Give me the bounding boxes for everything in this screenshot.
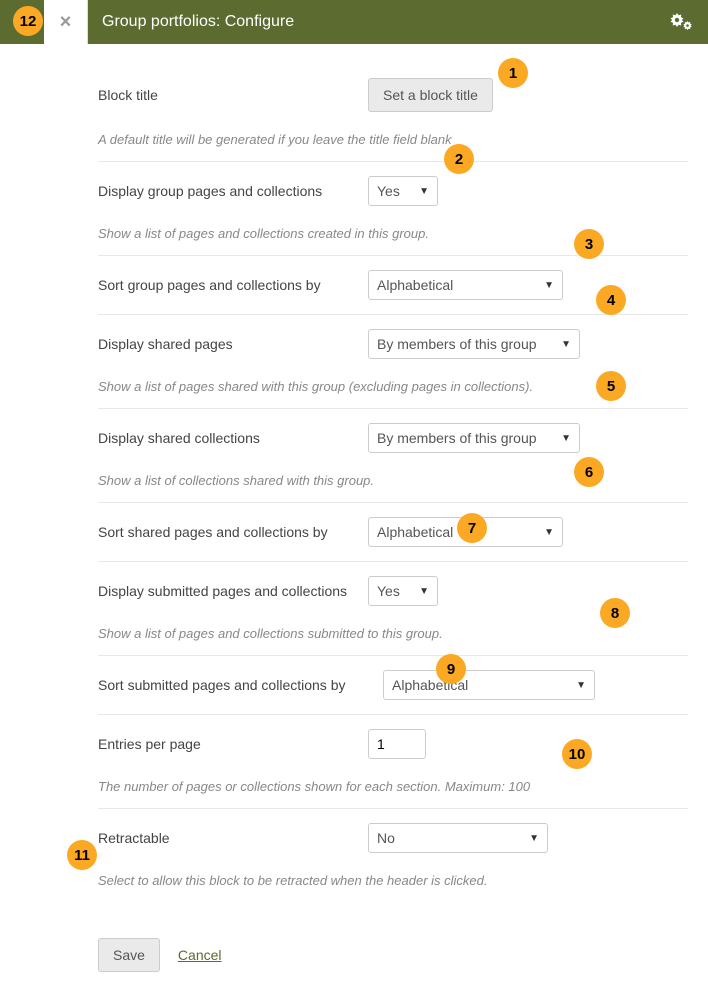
callout-7: 7 [457, 513, 487, 543]
entries-per-page-input[interactable] [368, 729, 426, 759]
chevron-down-icon: ▼ [419, 586, 429, 597]
row-sort-submitted: Sort submitted pages and collections by … [98, 656, 688, 715]
help-display-submitted: Show a list of pages and collections sub… [98, 626, 688, 641]
set-block-title-button[interactable]: Set a block title [368, 78, 493, 112]
row-entries-per-page: Entries per page The number of pages or … [98, 715, 688, 809]
callout-2: 2 [444, 144, 474, 174]
select-sort-submitted[interactable]: Alphabetical ▼ [383, 670, 595, 700]
select-display-shared-pages[interactable]: By members of this group ▼ [368, 329, 580, 359]
label-display-group: Display group pages and collections [98, 183, 358, 199]
help-block-title: A default title will be generated if you… [98, 132, 688, 147]
callout-11: 11 [67, 840, 97, 870]
chevron-down-icon: ▼ [544, 527, 554, 538]
select-value: Alphabetical [377, 524, 453, 540]
chevron-down-icon: ▼ [561, 339, 571, 350]
close-button[interactable]: × [44, 0, 88, 44]
label-sort-group: Sort group pages and collections by [98, 277, 358, 293]
row-display-shared-collections: Display shared collections By members of… [98, 409, 688, 503]
select-sort-group[interactable]: Alphabetical ▼ [368, 270, 563, 300]
help-retractable: Select to allow this block to be retract… [98, 873, 688, 888]
callout-5: 5 [596, 371, 626, 401]
select-retractable[interactable]: No ▼ [368, 823, 548, 853]
callout-3: 3 [574, 229, 604, 259]
select-display-shared-collections[interactable]: By members of this group ▼ [368, 423, 580, 453]
help-entries-per-page: The number of pages or collections shown… [98, 779, 688, 794]
modal-title: Group portfolios: Configure [88, 13, 668, 31]
select-value: Yes [377, 583, 400, 599]
close-icon: × [60, 11, 72, 34]
select-value: Yes [377, 183, 400, 199]
callout-12: 12 [13, 6, 43, 36]
label-sort-shared: Sort shared pages and collections by [98, 524, 358, 540]
row-retractable: Retractable No ▼ Select to allow this bl… [98, 809, 688, 902]
select-value: Alphabetical [377, 277, 453, 293]
label-block-title: Block title [98, 87, 358, 103]
chevron-down-icon: ▼ [544, 280, 554, 291]
callout-8: 8 [600, 598, 630, 628]
label-display-shared-pages: Display shared pages [98, 336, 358, 352]
save-button[interactable]: Save [98, 938, 160, 972]
select-value: By members of this group [377, 336, 537, 352]
row-sort-shared: Sort shared pages and collections by Alp… [98, 503, 688, 562]
select-display-group[interactable]: Yes ▼ [368, 176, 438, 206]
form-body: Block title Set a block title A default … [0, 44, 708, 922]
select-display-submitted[interactable]: Yes ▼ [368, 576, 438, 606]
select-value: By members of this group [377, 430, 537, 446]
callout-1: 1 [498, 58, 528, 88]
label-sort-submitted: Sort submitted pages and collections by [98, 677, 373, 693]
label-retractable: Retractable [98, 830, 358, 846]
chevron-down-icon: ▼ [576, 680, 586, 691]
select-value: No [377, 830, 395, 846]
callout-10: 10 [562, 739, 592, 769]
label-entries-per-page: Entries per page [98, 736, 358, 752]
gears-icon [668, 11, 708, 33]
label-display-submitted: Display submitted pages and collections [98, 583, 358, 599]
chevron-down-icon: ▼ [419, 186, 429, 197]
cancel-link[interactable]: Cancel [178, 947, 222, 963]
modal-header: × Group portfolios: Configure [0, 0, 708, 44]
form-footer: Save Cancel [0, 922, 708, 996]
row-block-title: Block title Set a block title A default … [98, 64, 688, 162]
callout-6: 6 [574, 457, 604, 487]
label-display-shared-collections: Display shared collections [98, 430, 358, 446]
callout-9: 9 [436, 654, 466, 684]
callout-4: 4 [596, 285, 626, 315]
chevron-down-icon: ▼ [561, 433, 571, 444]
chevron-down-icon: ▼ [529, 833, 539, 844]
